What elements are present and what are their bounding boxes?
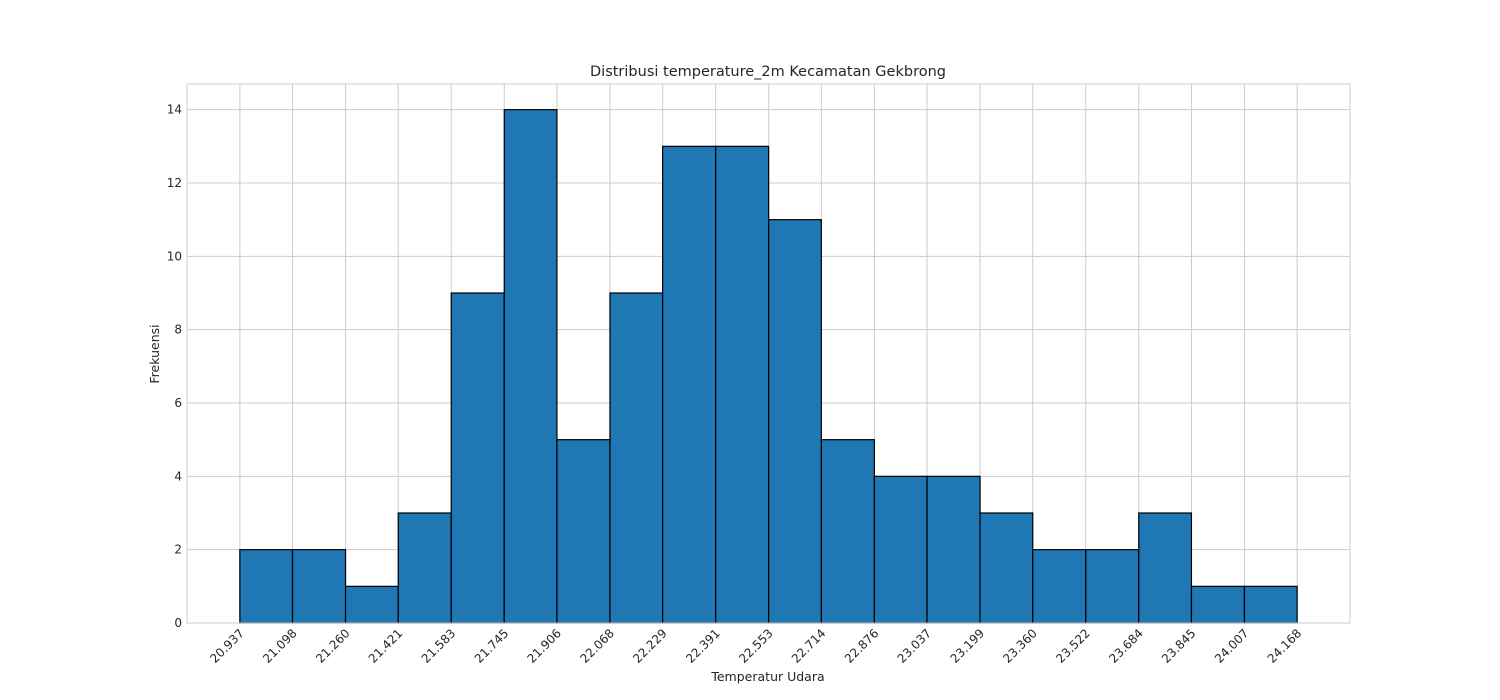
histogram-bar — [1190, 585, 1246, 624]
chart-title: Distribusi temperature_2m Kecamatan Gekb… — [590, 64, 946, 80]
x-tick-label: 23.360 — [1000, 626, 1040, 666]
x-tick-label: 23.522 — [1053, 626, 1093, 666]
histogram-bar — [979, 512, 1034, 624]
x-tick-label: 23.684 — [1106, 626, 1146, 666]
histogram-bar — [503, 109, 558, 624]
histogram-bar — [1085, 549, 1140, 624]
x-tick-label: 21.098 — [260, 626, 300, 666]
x-tick-label: 22.068 — [577, 626, 617, 666]
y-tick-label: 4 — [174, 469, 182, 483]
y-tick-label: 12 — [167, 176, 182, 190]
x-tick-label: 24.168 — [1265, 626, 1305, 666]
y-tick-label: 0 — [174, 616, 182, 630]
histogram-bar — [715, 145, 770, 624]
histogram-bar — [662, 145, 717, 624]
y-tick-labels: 0 2 4 6 8 10 12 14 — [167, 103, 182, 630]
y-tick-label: 10 — [167, 249, 182, 263]
x-tick-label: 21.745 — [472, 626, 512, 666]
x-axis-title: Temperatur Udara — [710, 669, 824, 684]
x-tick-label: 23.199 — [948, 626, 988, 666]
x-tick-label: 22.876 — [842, 626, 882, 666]
x-tick-label: 21.260 — [313, 626, 353, 666]
histogram-bar — [397, 512, 452, 624]
histogram-bar — [1243, 585, 1298, 624]
histogram-bar — [291, 549, 347, 624]
histogram-bar — [344, 585, 399, 624]
histogram-bar — [820, 439, 875, 624]
x-tick-label: 22.229 — [630, 626, 670, 666]
y-tick-label: 8 — [174, 323, 182, 337]
y-tick-label: 6 — [174, 396, 182, 410]
histogram-bar — [1138, 512, 1193, 624]
histogram-bar — [926, 475, 981, 624]
x-tick-label: 22.553 — [736, 626, 776, 666]
x-tick-label: 22.714 — [789, 626, 829, 666]
x-tick-label: 21.906 — [524, 626, 564, 666]
x-tick-label: 21.421 — [366, 626, 406, 666]
histogram-bar — [768, 219, 822, 624]
histogram-bar — [556, 439, 611, 624]
histogram-bar — [609, 292, 664, 624]
histogram-bar — [873, 475, 928, 624]
plot-frame — [186, 83, 1351, 624]
x-tick-label: 23.037 — [895, 626, 935, 666]
x-tick-label: 24.007 — [1212, 626, 1252, 666]
x-tick-labels: 20.937 21.098 21.260 21.421 21.583 21.745 21.9… — [207, 626, 1304, 666]
histogram-bar — [1032, 549, 1087, 624]
y-tick-label: 2 — [174, 543, 182, 557]
x-tick-label: 23.845 — [1159, 626, 1199, 666]
y-tick-label: 14 — [167, 103, 182, 117]
x-tick-label: 20.937 — [207, 626, 247, 666]
y-axis-title: Frekuensi — [147, 324, 162, 383]
histogram-bar — [450, 292, 505, 624]
x-tick-label: 22.391 — [683, 626, 723, 666]
x-tick-label: 21.583 — [419, 626, 459, 666]
histogram-bar — [239, 549, 294, 624]
histogram-bars — [239, 109, 1298, 624]
